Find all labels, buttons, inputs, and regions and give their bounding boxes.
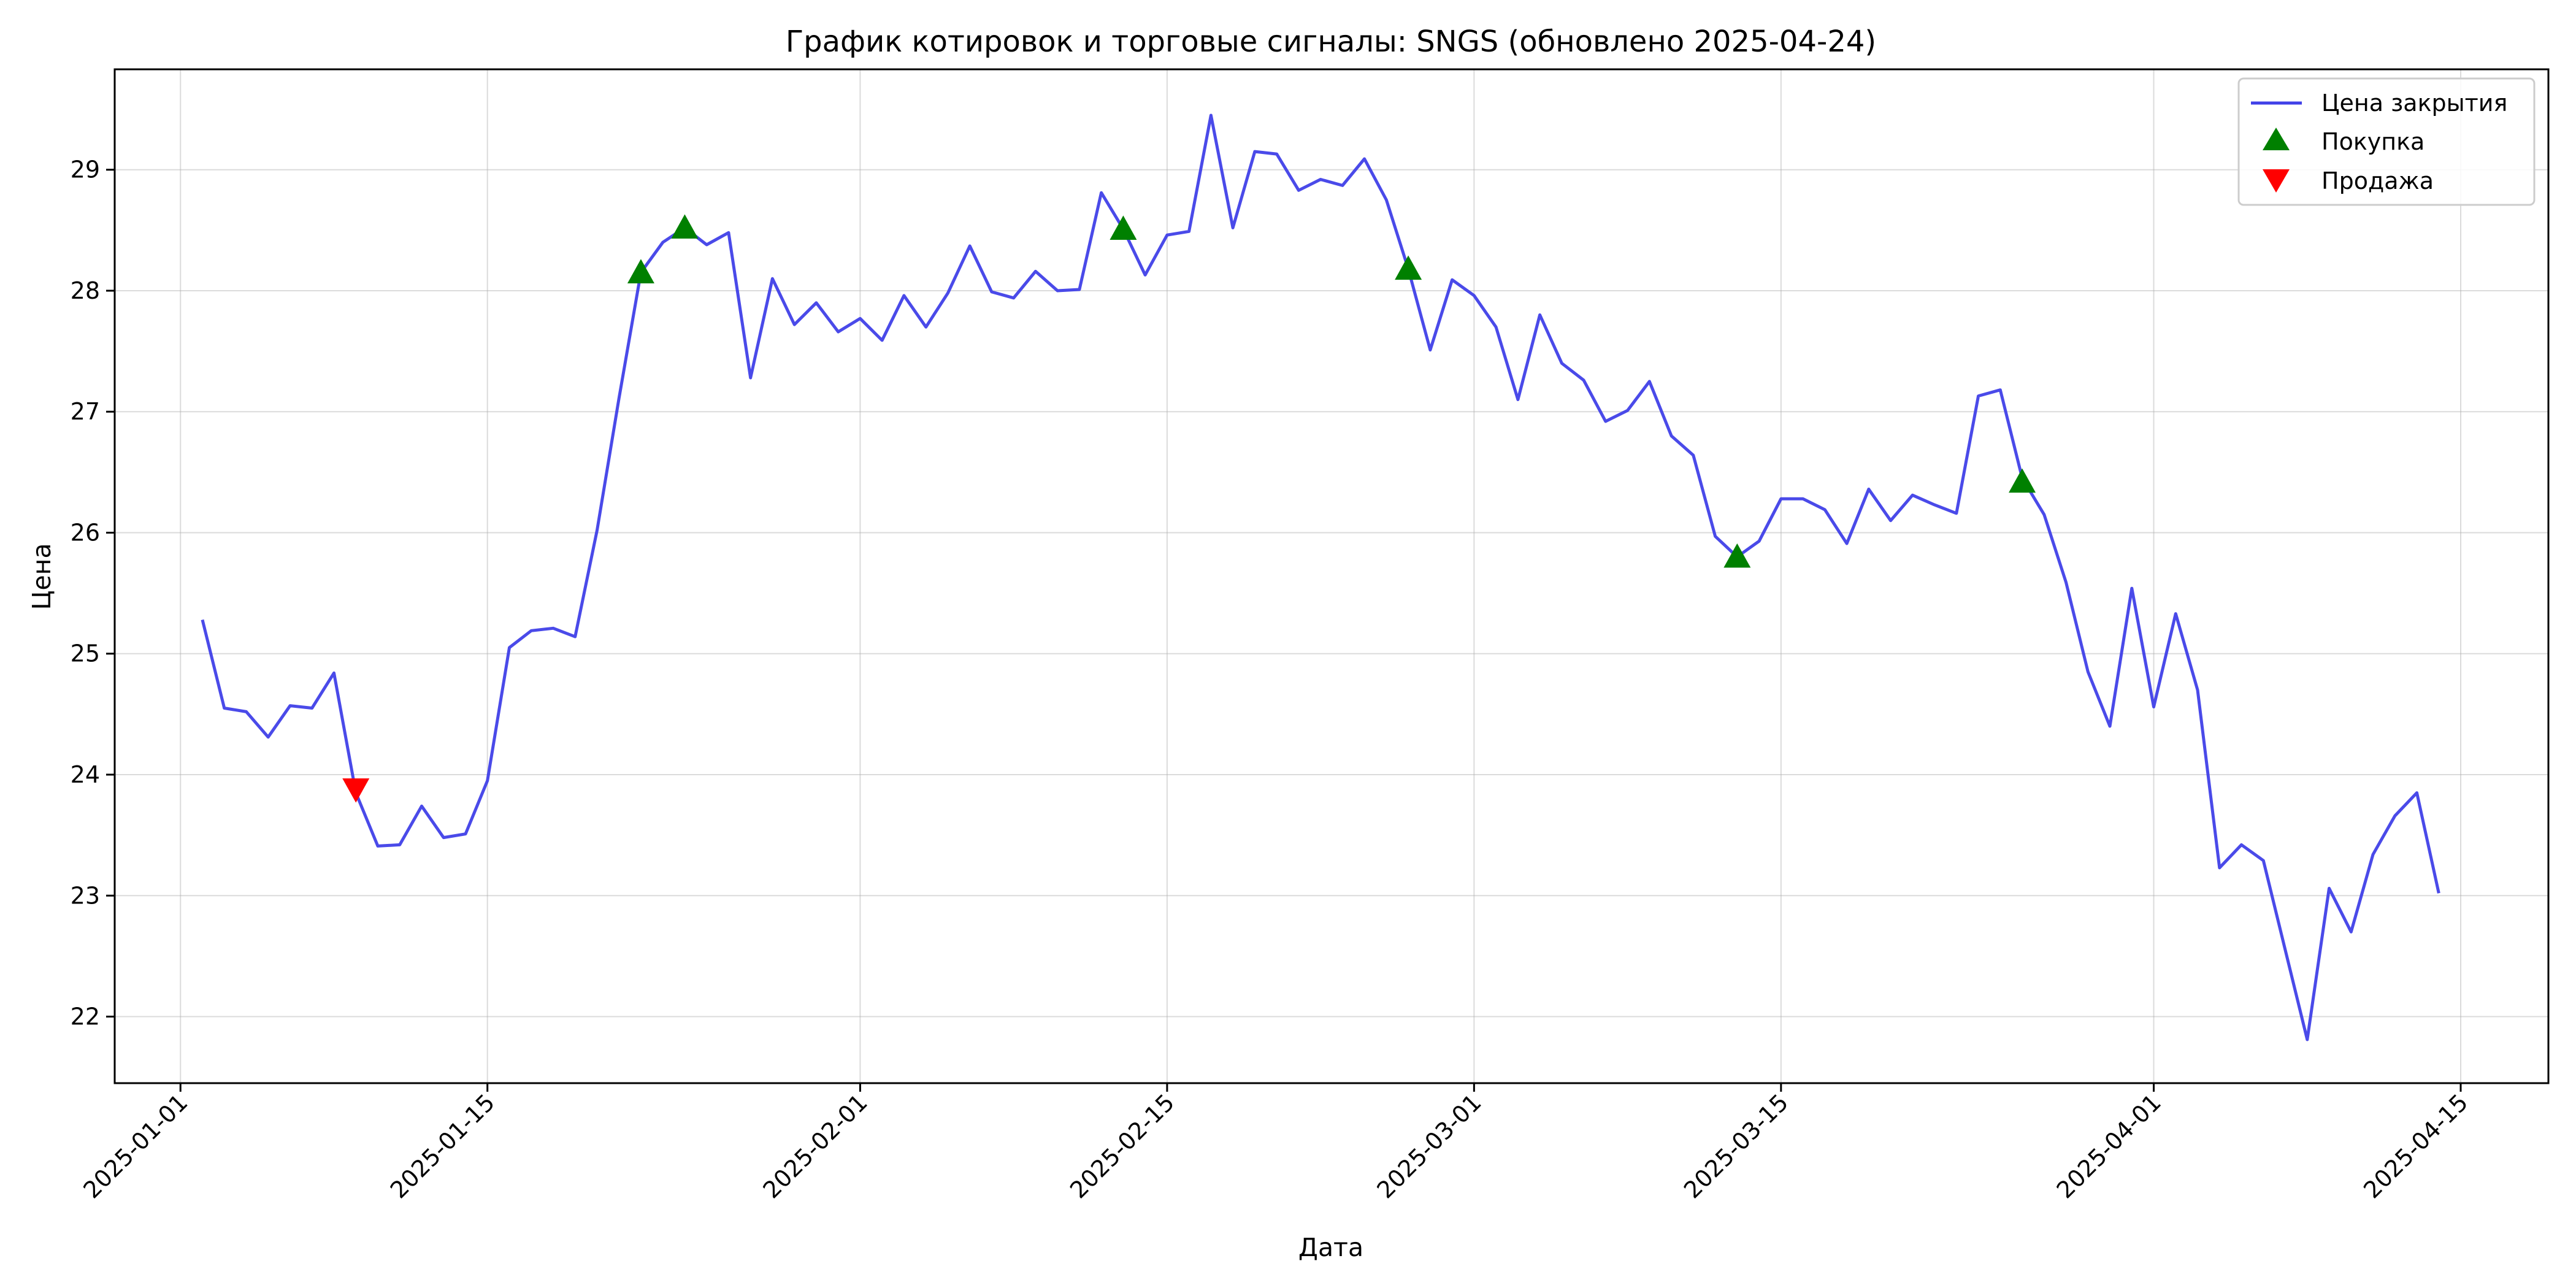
- y-axis-label: Цена: [27, 543, 56, 610]
- plot-area: [201, 113, 2440, 1041]
- buy-signal-marker: [2009, 468, 2036, 493]
- y-tick-label: 26: [71, 519, 100, 546]
- buy-signal-marker: [671, 214, 699, 239]
- y-tick-label: 24: [71, 761, 100, 788]
- series-line-close-price: [201, 113, 2440, 1041]
- legend-marker-buy: [2263, 128, 2290, 150]
- y-tick-label: 27: [71, 398, 100, 425]
- y-tick-label: 25: [71, 640, 100, 667]
- plot-frame: [113, 68, 2550, 1084]
- buy-signal-marker: [1110, 215, 1137, 240]
- legend-marker-sell: [2263, 169, 2290, 193]
- legend: Цена закрытия Покупка Продажа: [2237, 77, 2536, 206]
- buy-signal-marker: [627, 259, 654, 283]
- legend-label-buy: Покупка: [2321, 128, 2425, 155]
- chart-title: График котировок и торговые сигналы: SNG…: [786, 25, 1876, 59]
- x-axis-label: Дата: [1298, 1233, 1363, 1262]
- legend-label-close-price: Цена закрытия: [2321, 90, 2507, 117]
- y-tick-label: 28: [71, 277, 100, 304]
- legend-frame: [2237, 77, 2536, 206]
- y-tick-label: 22: [71, 1003, 100, 1030]
- buy-signal-marker: [1395, 255, 1422, 280]
- sell-signal-marker: [342, 778, 370, 803]
- legend-label-sell: Продажа: [2321, 167, 2434, 194]
- y-tick-label: 23: [71, 882, 100, 909]
- grid: [115, 69, 2548, 1083]
- y-tick-label: 29: [71, 156, 100, 183]
- buy-signal-marker: [1723, 543, 1751, 568]
